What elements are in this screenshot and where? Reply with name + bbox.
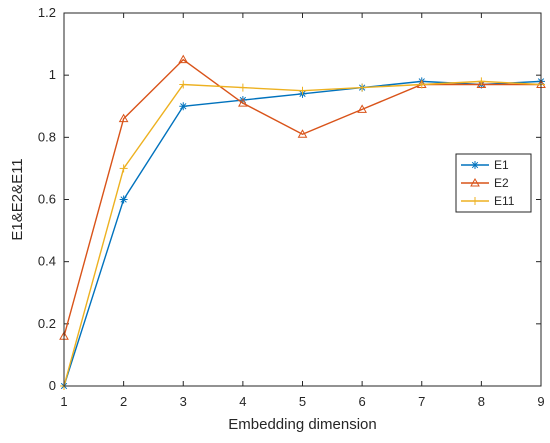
y-tick-label: 0 (49, 378, 56, 393)
y-tick-label: 0.2 (38, 316, 56, 331)
legend-label: E2 (494, 176, 509, 190)
legend-marker-icon (471, 197, 479, 205)
x-tick-label: 5 (299, 394, 306, 409)
y-axis-label: E1&E2&E11 (9, 158, 26, 240)
x-tick-label: 7 (418, 394, 425, 409)
y-tick-label: 1 (49, 67, 56, 82)
data-point-e2 (297, 129, 308, 138)
data-point-e2 (178, 54, 189, 64)
data-point-e2 (357, 104, 367, 113)
x-tick-label: 2 (120, 394, 127, 409)
legend: E1 E2 E11 (455, 153, 532, 213)
legend-item-e1: E1 (461, 158, 509, 172)
data-point-e1 (119, 195, 128, 204)
data-point-e11 (358, 83, 367, 92)
y-tick-label: 0.8 (38, 129, 56, 144)
data-point-e11 (477, 77, 486, 86)
legend-label: E1 (494, 158, 509, 172)
x-axis-label: Embedding dimension (228, 416, 376, 433)
series-layer (59, 54, 546, 390)
x-tick-label: 4 (239, 394, 246, 409)
y-tick-label: 0.4 (38, 254, 56, 269)
legend-item-e2: E2 (461, 176, 509, 190)
x-tick-label: 6 (359, 394, 366, 409)
data-point-e11 (417, 80, 426, 89)
legend-label: E11 (494, 194, 515, 208)
data-point-e11 (238, 83, 247, 92)
y-tick-label: 1.2 (38, 5, 56, 20)
data-point-e11 (179, 80, 188, 89)
data-point-e11 (298, 86, 307, 95)
data-point-e2 (476, 79, 487, 88)
data-point-e11 (119, 164, 128, 173)
x-tick-label: 3 (180, 394, 187, 409)
plot-frame (63, 12, 542, 387)
legend-marker-icon (471, 161, 479, 169)
x-tick-label: 8 (478, 394, 485, 409)
x-tick-label: 1 (60, 394, 67, 409)
data-point-e2 (238, 98, 248, 107)
y-tick-label: 0.6 (38, 192, 56, 207)
data-point-e1 (179, 102, 188, 111)
x-tick-label: 9 (537, 394, 544, 409)
legend-item-e11: E11 (461, 194, 515, 208)
data-point-e2 (118, 113, 129, 123)
legend-marker-icon (470, 177, 480, 187)
series-line-e2 (63, 58, 541, 337)
